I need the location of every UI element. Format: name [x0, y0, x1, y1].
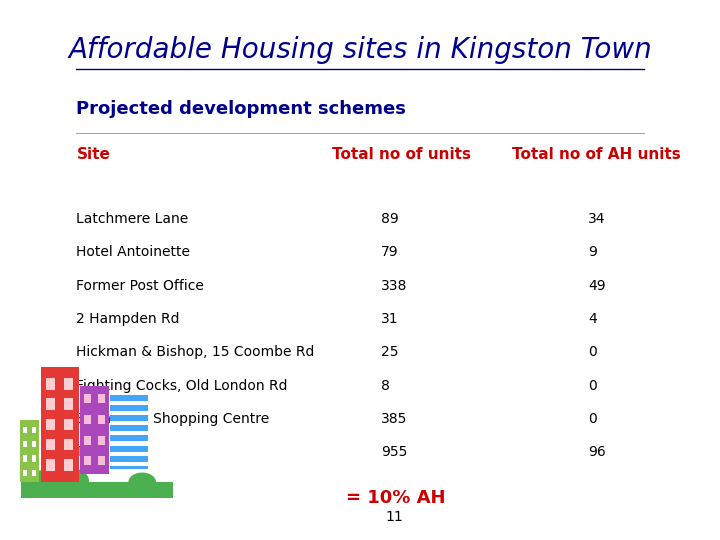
FancyBboxPatch shape	[109, 431, 148, 435]
FancyBboxPatch shape	[109, 401, 148, 405]
FancyBboxPatch shape	[98, 456, 104, 465]
Text: Total no of units: Total no of units	[333, 147, 472, 162]
FancyBboxPatch shape	[109, 451, 148, 456]
Text: 0: 0	[588, 345, 597, 359]
FancyBboxPatch shape	[32, 427, 36, 433]
FancyBboxPatch shape	[46, 378, 55, 390]
FancyBboxPatch shape	[84, 394, 91, 403]
Text: 4: 4	[588, 312, 597, 326]
FancyBboxPatch shape	[21, 482, 174, 498]
FancyBboxPatch shape	[65, 459, 73, 471]
Text: Eden Walk Shopping Centre: Eden Walk Shopping Centre	[76, 412, 270, 426]
FancyBboxPatch shape	[46, 439, 55, 450]
Text: Latchmere Lane: Latchmere Lane	[76, 212, 189, 226]
FancyBboxPatch shape	[84, 456, 91, 465]
Text: 96: 96	[588, 445, 606, 459]
FancyBboxPatch shape	[65, 418, 73, 430]
FancyBboxPatch shape	[65, 399, 73, 410]
Ellipse shape	[128, 472, 156, 492]
FancyBboxPatch shape	[46, 459, 55, 471]
FancyBboxPatch shape	[65, 439, 73, 450]
FancyBboxPatch shape	[23, 427, 27, 433]
FancyBboxPatch shape	[109, 462, 148, 466]
FancyBboxPatch shape	[80, 386, 109, 474]
Text: Fighting Cocks, Old London Rd: Fighting Cocks, Old London Rd	[76, 379, 288, 393]
FancyBboxPatch shape	[98, 415, 104, 424]
FancyBboxPatch shape	[109, 441, 148, 445]
FancyBboxPatch shape	[84, 415, 91, 424]
Text: Former Post Office: Former Post Office	[76, 279, 204, 293]
Text: 34: 34	[588, 212, 606, 226]
Text: 338: 338	[381, 279, 407, 293]
Text: Total no of AH units: Total no of AH units	[512, 147, 681, 162]
Text: 0: 0	[588, 379, 597, 393]
Text: 9: 9	[588, 245, 597, 259]
Text: Hickman & Bishop, 15 Coombe Rd: Hickman & Bishop, 15 Coombe Rd	[76, 345, 315, 359]
FancyBboxPatch shape	[109, 411, 148, 415]
FancyBboxPatch shape	[109, 395, 148, 469]
FancyBboxPatch shape	[84, 436, 91, 444]
Text: 385: 385	[381, 412, 407, 426]
Text: 955: 955	[381, 445, 407, 459]
FancyBboxPatch shape	[65, 378, 73, 390]
Text: 0: 0	[588, 412, 597, 426]
Text: 8: 8	[381, 379, 390, 393]
FancyBboxPatch shape	[40, 367, 78, 482]
Text: 31: 31	[381, 312, 398, 326]
Text: Total: Total	[76, 445, 109, 459]
FancyBboxPatch shape	[32, 470, 36, 476]
Text: Hotel Antoinette: Hotel Antoinette	[76, 245, 191, 259]
Text: 49: 49	[588, 279, 606, 293]
FancyBboxPatch shape	[98, 436, 104, 444]
Ellipse shape	[50, 468, 89, 494]
Text: 25: 25	[381, 345, 398, 359]
Text: = 10% AH: = 10% AH	[346, 489, 446, 507]
FancyBboxPatch shape	[109, 421, 148, 426]
Text: 11: 11	[386, 510, 403, 524]
FancyBboxPatch shape	[19, 421, 39, 482]
Text: 2 Hampden Rd: 2 Hampden Rd	[76, 312, 180, 326]
Text: Affordable Housing sites in Kingston Town: Affordable Housing sites in Kingston Tow…	[68, 36, 652, 64]
Ellipse shape	[24, 470, 59, 494]
Text: Site: Site	[76, 147, 110, 162]
FancyBboxPatch shape	[32, 441, 36, 447]
FancyBboxPatch shape	[32, 455, 36, 462]
FancyBboxPatch shape	[23, 470, 27, 476]
Text: 89: 89	[381, 212, 398, 226]
FancyBboxPatch shape	[23, 441, 27, 447]
Text: Projected development schemes: Projected development schemes	[76, 100, 406, 118]
Text: 79: 79	[381, 245, 398, 259]
FancyBboxPatch shape	[23, 455, 27, 462]
FancyBboxPatch shape	[46, 418, 55, 430]
FancyBboxPatch shape	[46, 399, 55, 410]
FancyBboxPatch shape	[98, 394, 104, 403]
